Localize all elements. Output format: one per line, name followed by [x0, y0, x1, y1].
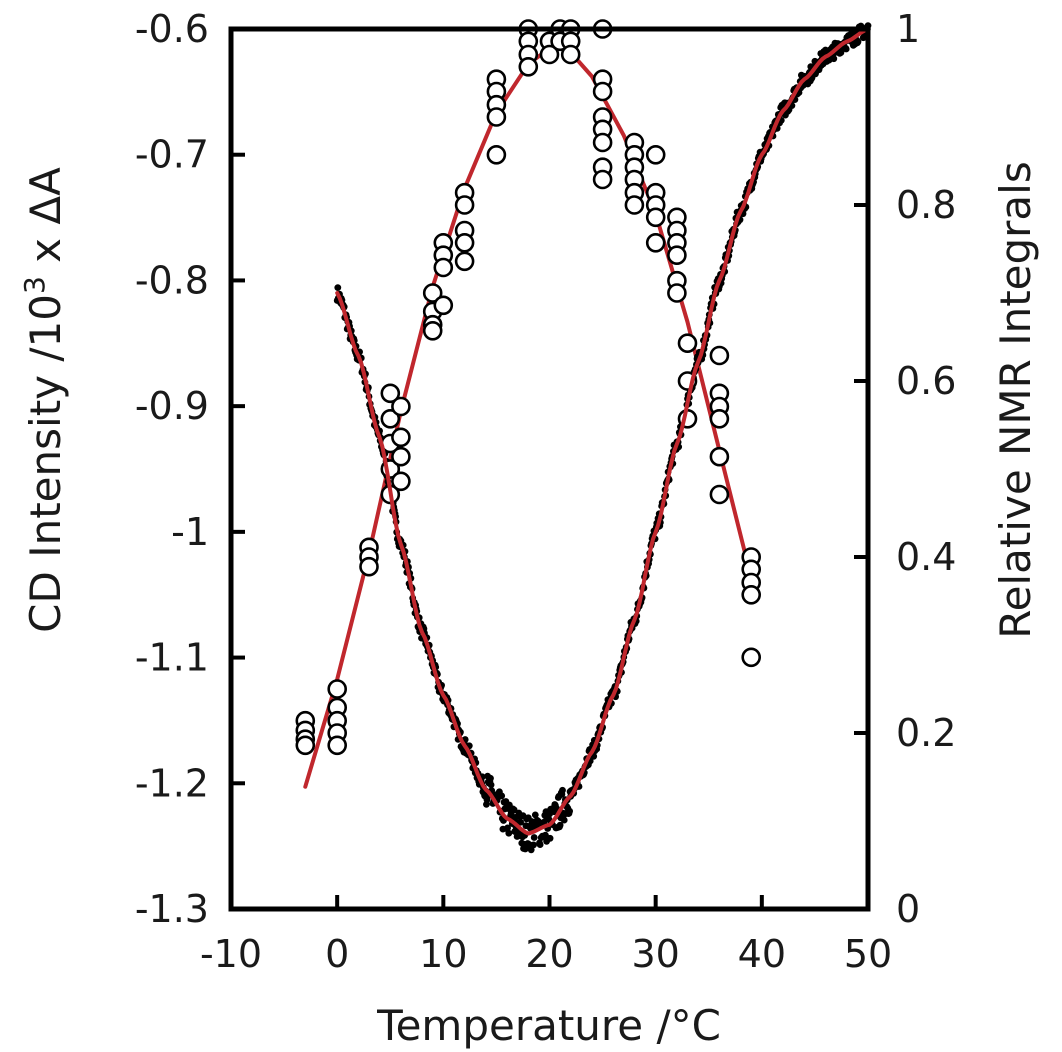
- nmr-data-point: [391, 396, 411, 417]
- cd-data-point: [830, 55, 838, 63]
- nmr-data-point: [391, 446, 411, 467]
- nmr-data-point: [486, 107, 507, 127]
- x-tick-label: 30: [631, 932, 679, 976]
- y-left-tick-label: -0.9: [135, 384, 209, 428]
- cd-data-point: [505, 829, 513, 837]
- ticks-layer: [231, 152, 868, 909]
- cd-data-point: [487, 774, 494, 782]
- cd-data-point: [334, 284, 342, 291]
- cd-data-point: [498, 792, 506, 800]
- cd-data-point: [536, 841, 544, 848]
- x-tick-label: 40: [738, 932, 786, 976]
- cd-data-point: [530, 834, 538, 841]
- nmr-data-point: [624, 195, 645, 215]
- y-left-tick-label: -1.3: [135, 887, 209, 931]
- nmr-data-point: [327, 735, 348, 756]
- cd-data-point: [560, 816, 568, 824]
- y-left-tick-label: -0.6: [135, 7, 209, 51]
- cd-data-point: [559, 786, 566, 794]
- y-left-tick-label: -1.1: [135, 636, 209, 680]
- nmr-data-point: [645, 145, 666, 165]
- x-tick-label: 50: [844, 932, 892, 976]
- y-left-tick-label: -1: [171, 510, 209, 554]
- fit-curves-front-layer: [335, 27, 870, 836]
- nmr-data-point: [677, 333, 698, 354]
- nmr-data-point: [391, 471, 411, 492]
- x-tick-label: 0: [325, 932, 349, 976]
- cd-data-point: [517, 818, 524, 826]
- cd-data-point: [504, 824, 511, 832]
- nmr-data-point: [454, 195, 475, 215]
- cd-data-point: [530, 841, 537, 849]
- nmr-data-point: [327, 679, 348, 699]
- cd-data-point: [854, 38, 862, 46]
- y-left-tick-label: -1.2: [135, 761, 209, 805]
- x-tick-label: -10: [200, 932, 262, 976]
- y-left-title-prefix: CD Intensity /10: [21, 294, 70, 633]
- nmr-data-point: [433, 257, 454, 278]
- plot-frame: [228, 26, 871, 912]
- cd-data-point: [531, 811, 539, 819]
- nmr-data-point: [518, 57, 539, 77]
- cd-data-point: [566, 807, 573, 815]
- cd-data-point: [842, 45, 850, 53]
- nmr-data-point: [709, 484, 730, 505]
- nmr-data-point: [359, 556, 379, 577]
- cd-data-point: [556, 821, 564, 829]
- nmr-data-point: [645, 233, 666, 253]
- nmr-data-point: [454, 233, 475, 253]
- nmr-circles-layer: [295, 19, 762, 756]
- nmr-data-point: [433, 295, 454, 316]
- y-right-tick-label: 0.8: [896, 183, 956, 227]
- y-right-tick-label: 0.4: [896, 535, 956, 579]
- y-left-title-superscript: 3: [18, 276, 51, 294]
- nmr-data-point: [454, 251, 475, 272]
- y-right-tick-label: 1: [896, 7, 920, 51]
- nmr-data-point: [741, 584, 762, 605]
- nmr-data-point: [295, 735, 316, 756]
- y-right-axis-title: Relative NMR Integrals: [991, 161, 1040, 638]
- cd-fit-curve: [335, 27, 870, 836]
- nmr-data-point: [539, 44, 560, 65]
- y-left-tick-label: -0.7: [135, 133, 209, 177]
- y-left-axis-title: CD Intensity /103 x ΔA: [18, 167, 70, 633]
- y-right-tick-label: 0.6: [896, 359, 956, 403]
- cd-data-point: [546, 834, 554, 842]
- nmr-data-point: [667, 283, 687, 303]
- nmr-data-point: [667, 245, 687, 265]
- x-axis-title: Temperature /°C: [376, 1001, 721, 1050]
- y-left-title-suffix: x ΔA: [21, 167, 70, 276]
- cd-data-point: [487, 781, 495, 789]
- nmr-data-point: [486, 145, 507, 165]
- x-tick-label: 10: [419, 932, 467, 976]
- tick-labels-layer: -10 0 10 20 30 40 50-0.6-0.7-0.8-0.9-1-1.1-1.2…: [135, 7, 957, 976]
- nmr-data-point: [391, 427, 411, 448]
- nmr-data-point: [380, 408, 401, 429]
- nmr-data-point: [422, 283, 443, 303]
- nmr-data-point: [741, 647, 762, 668]
- nmr-data-point: [592, 81, 613, 102]
- x-tick-label: 20: [525, 932, 573, 976]
- nmr-data-point: [709, 408, 730, 429]
- y-right-tick-label: 0.2: [896, 711, 956, 755]
- y-left-tick-label: -0.8: [135, 258, 209, 302]
- nmr-data-point: [645, 207, 666, 228]
- nmr-data-point: [592, 132, 613, 153]
- nmr-data-point: [560, 44, 581, 65]
- nmr-data-point: [592, 169, 613, 190]
- y-right-tick-label: 0: [896, 887, 920, 931]
- nmr-data-point: [709, 446, 730, 467]
- nmr-data-point: [422, 320, 443, 341]
- nmr-data-point: [709, 345, 730, 366]
- nmr-data-point: [380, 383, 401, 404]
